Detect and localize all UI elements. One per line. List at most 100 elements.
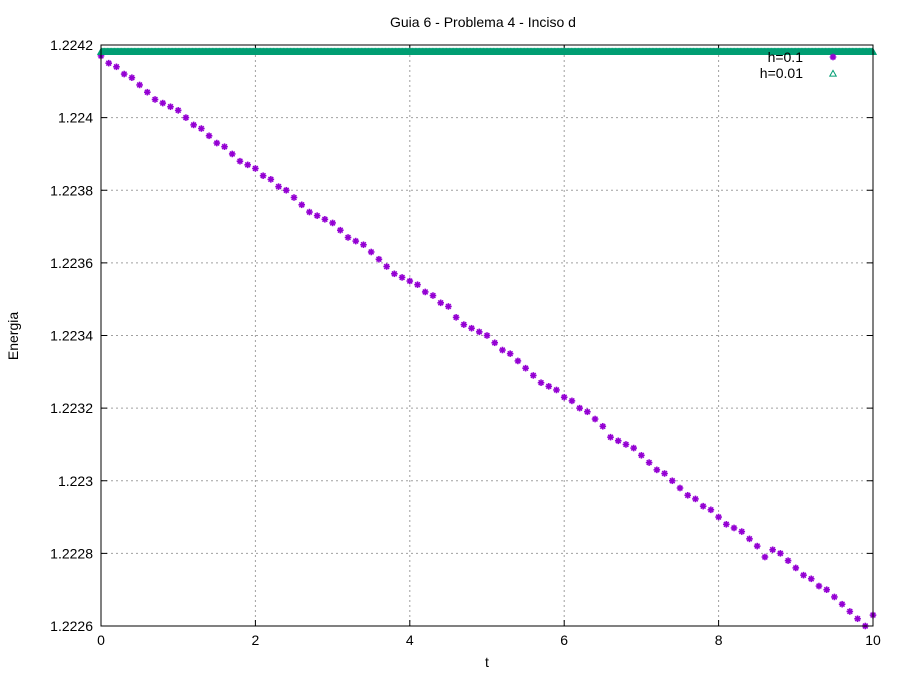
x-tick-label: 2 <box>252 632 260 648</box>
data-point-h0.1 <box>475 328 483 336</box>
data-point-h0.1 <box>144 88 151 96</box>
data-point-h0.1 <box>499 346 506 354</box>
data-point-h0.1 <box>375 255 383 263</box>
legend-marker-h0.01 <box>828 69 838 77</box>
legend-marker-h0.1 <box>829 53 837 61</box>
legend-triangle-icon <box>828 69 838 77</box>
data-point-h0.1 <box>638 452 645 459</box>
data-point-h0.1 <box>167 103 174 111</box>
data-point-h0.1 <box>491 339 499 347</box>
data-point-h0.1 <box>653 466 661 474</box>
data-point-h0.1 <box>769 546 776 554</box>
data-point-h0.1 <box>306 208 313 216</box>
data-point-h0.1 <box>614 437 622 445</box>
data-point-h0.1 <box>128 74 136 81</box>
data-point-h0.1 <box>460 321 468 328</box>
data-point-h0.1 <box>329 219 336 227</box>
y-tick-label: 1.2226 <box>50 618 93 634</box>
data-point-h0.1 <box>360 241 367 249</box>
data-point-h0.1 <box>522 364 529 372</box>
data-point-h0.1 <box>846 608 854 615</box>
data-point-h0.1 <box>807 575 815 583</box>
data-point-h0.1 <box>699 502 707 510</box>
data-point-h0.1 <box>205 132 213 140</box>
data-point-h0.1 <box>676 484 684 492</box>
y-tick-label: 1.2238 <box>50 182 93 198</box>
data-point-h0.1 <box>159 99 167 107</box>
data-point-h0.1 <box>753 542 761 550</box>
x-tick-label: 0 <box>97 632 105 648</box>
data-point-h0.1 <box>352 237 360 245</box>
legend-label-h0.01: h=0.01 <box>760 65 803 81</box>
data-point-h0.1 <box>530 372 537 379</box>
y-tick-label: 1.2236 <box>50 255 93 271</box>
data-point-h0.1 <box>182 114 190 121</box>
data-point-h0.1 <box>630 444 637 452</box>
data-point-h0.1 <box>784 557 792 564</box>
data-point-h0.1 <box>568 397 576 405</box>
data-point-h0.1 <box>506 350 514 357</box>
data-point-h0.1 <box>275 183 282 190</box>
data-point-h0.1 <box>367 248 375 256</box>
data-point-h0.1 <box>383 263 390 270</box>
legend: h=0.1 h=0.01 <box>760 49 838 81</box>
data-point-h0.1 <box>668 477 676 485</box>
data-point-h0.1 <box>236 157 244 165</box>
data-point-h0.1 <box>406 277 414 285</box>
data-point-h0.1 <box>483 332 491 339</box>
data-point-h0.1 <box>113 63 120 71</box>
data-point-h0.1 <box>599 422 607 430</box>
data-point-h0.1 <box>252 165 259 172</box>
data-point-h0.1 <box>560 393 568 401</box>
data-point-h0.1 <box>777 550 784 557</box>
data-point-h0.1 <box>391 270 398 278</box>
data-point-h0.1 <box>198 125 205 132</box>
data-point-h0.1 <box>105 59 113 67</box>
data-point-h0.1 <box>707 506 715 514</box>
data-point-h0.1 <box>421 288 429 296</box>
y-tick-label: 1.2228 <box>50 545 93 561</box>
x-tick-label: 10 <box>865 632 881 648</box>
data-point-h0.1 <box>838 600 846 608</box>
plot-frame <box>100 44 874 627</box>
data-point-h0.1 <box>792 564 800 572</box>
data-point-h0.1 <box>437 299 444 307</box>
data-point-h0.1 <box>661 470 668 477</box>
data-point-h0.1 <box>815 582 823 590</box>
data-point-h0.1 <box>267 176 275 183</box>
data-point-h0.1 <box>221 143 228 150</box>
data-point-h0.1 <box>337 226 344 234</box>
data-point-h0.1 <box>313 212 321 219</box>
data-point-h0.1 <box>761 553 769 561</box>
data-point-h0.1 <box>259 172 267 180</box>
data-point-h0.1 <box>715 513 722 521</box>
data-point-h0.1 <box>607 433 614 441</box>
data-point-h0.1 <box>213 139 221 147</box>
x-tick-label: 4 <box>406 632 414 648</box>
data-point-h0.1 <box>120 70 128 78</box>
y-axis-ticks: 1.2226 1.2228 1.223 1.2232 1.2234 1.2236 1.223… <box>50 37 873 634</box>
y-tick-label: 1.2232 <box>50 400 93 416</box>
data-point-h0.1 <box>174 107 182 114</box>
data-point-h0.1 <box>151 96 159 103</box>
data-point-h0.1 <box>591 415 599 423</box>
data-point-h0.1 <box>414 281 421 288</box>
data-point-h0.1 <box>823 586 830 593</box>
data-point-h0.1 <box>684 491 692 499</box>
x-tick-label: 6 <box>560 632 568 648</box>
data-point-h0.1 <box>738 528 746 535</box>
y-tick-label: 1.2242 <box>50 37 93 53</box>
data-point-h0.1 <box>344 234 352 241</box>
data-point-h0.1 <box>746 535 753 543</box>
data-point-h0.1 <box>190 121 197 129</box>
data-point-h0.1 <box>136 81 143 89</box>
legend-asterisk-icon <box>829 53 837 61</box>
chart-title: Guia 6 - Problema 4 - Inciso d <box>390 14 576 30</box>
data-point-h0.1 <box>622 441 630 448</box>
data-point-h0.1 <box>282 186 290 194</box>
data-point-h0.1 <box>553 386 560 394</box>
data-point-h0.1 <box>854 615 861 623</box>
data-point-h0.1 <box>514 357 522 365</box>
